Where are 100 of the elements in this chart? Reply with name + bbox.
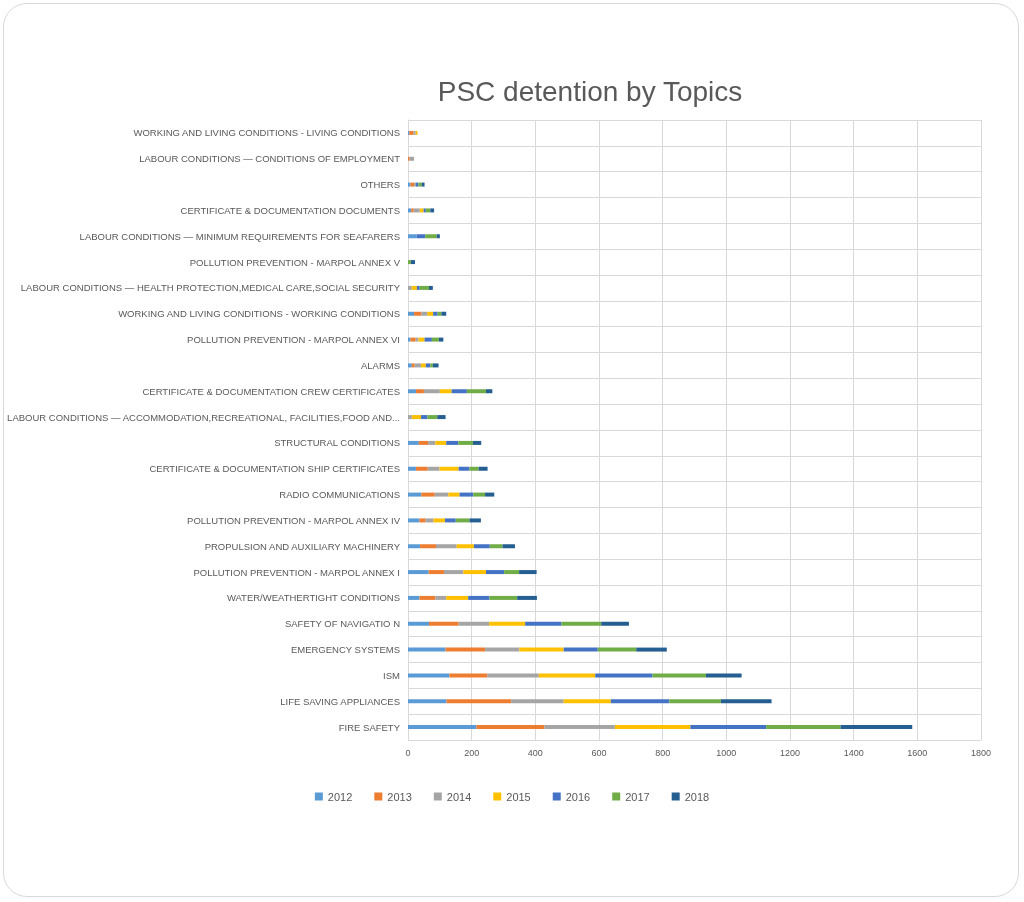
bar	[408, 725, 477, 730]
y-tick-label: CERTIFICATE & DOCUMENTATION DOCUMENTS	[180, 204, 400, 216]
bar	[411, 415, 422, 420]
bar	[408, 260, 411, 265]
x-tick-label: 800	[655, 747, 671, 758]
bar	[446, 595, 469, 600]
bar	[429, 285, 433, 290]
bar	[669, 699, 721, 704]
bar	[431, 337, 439, 342]
bar	[519, 647, 564, 652]
y-tick-label: ALARMS	[360, 359, 400, 371]
y-tick-label: ISM	[383, 669, 401, 681]
bar	[705, 673, 742, 678]
bar	[437, 415, 446, 420]
y-tick-label: LIFE SAVING APPLIANCES	[280, 695, 400, 707]
bar	[444, 518, 456, 523]
bar	[416, 234, 426, 239]
bar	[419, 595, 436, 600]
bar	[476, 725, 545, 730]
bar	[414, 311, 422, 316]
bar	[408, 647, 446, 652]
bar	[451, 389, 467, 394]
bar	[690, 725, 767, 730]
legend-label: 2018	[684, 790, 710, 803]
y-tick-label: POLLUTION PREVENTION - MARPOL ANNEX IV	[187, 514, 401, 526]
bar	[487, 673, 539, 678]
legend-label: 2012	[327, 790, 353, 803]
bar	[469, 518, 481, 523]
bar	[408, 595, 420, 600]
chart-title: PSC detention by Topics	[437, 75, 743, 107]
bar	[408, 466, 416, 471]
bar	[408, 337, 411, 342]
bar	[448, 492, 460, 497]
bar	[430, 208, 435, 213]
bar	[597, 647, 637, 652]
x-tick-label: 1200	[779, 747, 801, 758]
y-tick-label: CERTIFICATE & DOCUMENTATION CREW CERTIFICATES	[142, 385, 400, 397]
bar	[614, 725, 691, 730]
bar	[408, 518, 420, 523]
bar	[424, 337, 432, 342]
y-tick-label: STRUCTURAL CONDITIONS	[274, 437, 400, 449]
bar	[652, 673, 706, 678]
y-tick-label: WORKING AND LIVING CONDITIONS - LIVING CONDITIONS	[133, 127, 400, 139]
bar	[428, 570, 444, 575]
bar	[420, 544, 437, 549]
bar	[443, 570, 464, 575]
x-tick-label: 400	[527, 747, 543, 758]
bar	[435, 595, 447, 600]
bar	[445, 647, 486, 652]
bar	[504, 570, 520, 575]
bar	[419, 518, 426, 523]
bar	[485, 492, 495, 497]
y-tick-label: OTHERS	[360, 179, 400, 191]
bar	[472, 440, 482, 445]
y-tick-label: WATER/WEATHERTIGHT CONDITIONS	[226, 592, 400, 604]
bar	[485, 647, 520, 652]
bar	[432, 363, 439, 368]
bar	[415, 466, 428, 471]
bar	[421, 492, 435, 497]
y-tick-label: CERTIFICATE & DOCUMENTATION SHIP CERTIFICATES	[149, 463, 400, 475]
bar	[610, 699, 670, 704]
bar	[408, 285, 412, 290]
y-tick-label: LABOUR CONDITIONS — CONDITIONS OF EMPLOYMENT	[139, 153, 401, 165]
bar	[408, 699, 447, 704]
bar	[459, 492, 474, 497]
bar	[458, 466, 470, 471]
x-tick-label: 1600	[907, 747, 928, 758]
bar	[408, 673, 450, 678]
bar	[408, 389, 416, 394]
bar	[418, 440, 429, 445]
legend-label: 2014	[446, 790, 472, 803]
y-tick-label: SAFETY OF NAVIGATIO N	[284, 618, 401, 630]
bar	[458, 621, 490, 626]
bar	[485, 570, 505, 575]
bar	[720, 699, 772, 704]
y-tick-label: LABOUR CONDITIONS — HEALTH PROTECTION,MEDICAL CARE,SOCIAL SECURITY	[20, 282, 401, 294]
bar	[419, 285, 430, 290]
bar	[446, 699, 512, 704]
bar	[466, 389, 486, 394]
bar	[425, 234, 437, 239]
y-tick-label: LABOUR CONDITIONS — MINIMUM REQUIREMENTS FOR SEAFARERS	[79, 230, 400, 242]
bar	[489, 595, 518, 600]
bar	[435, 440, 447, 445]
bar	[439, 389, 452, 394]
x-tick-label: 600	[591, 747, 607, 758]
legend-label: 2017	[625, 790, 650, 803]
bar	[433, 311, 438, 316]
legend-label: 2015	[506, 790, 531, 803]
bar	[538, 673, 596, 678]
bar	[636, 647, 667, 652]
y-tick-label: POLLUTION PREVENTION - MARPOL ANNEX VI	[187, 334, 400, 346]
bar	[419, 208, 424, 213]
bar	[421, 311, 428, 316]
bar	[601, 621, 629, 626]
legend-label: 2016	[565, 790, 591, 803]
bar	[561, 621, 602, 626]
bar	[418, 337, 425, 342]
bar	[433, 518, 445, 523]
bar	[430, 363, 433, 368]
bar	[511, 699, 564, 704]
